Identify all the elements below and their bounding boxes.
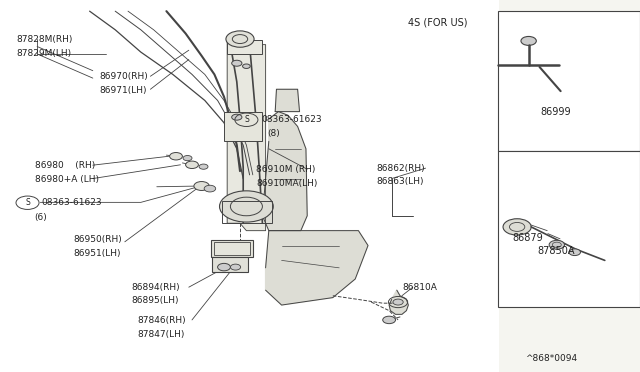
- Text: S: S: [244, 115, 249, 124]
- Circle shape: [220, 191, 273, 222]
- Text: 86894(RH): 86894(RH): [131, 283, 180, 292]
- Text: 86810A: 86810A: [402, 283, 436, 292]
- Circle shape: [170, 153, 182, 160]
- Text: 86895(LH): 86895(LH): [131, 296, 179, 305]
- Text: 87846(RH): 87846(RH): [138, 316, 186, 325]
- Text: 86980+A (LH): 86980+A (LH): [35, 175, 99, 184]
- Bar: [224, 112, 262, 141]
- Text: 87828M(RH): 87828M(RH): [16, 35, 72, 44]
- Bar: [222, 201, 272, 223]
- Text: 86999: 86999: [541, 107, 572, 116]
- Text: 87850A: 87850A: [538, 246, 575, 256]
- Text: 86910MA(LH): 86910MA(LH): [256, 179, 317, 187]
- Polygon shape: [275, 89, 300, 112]
- Circle shape: [549, 240, 564, 249]
- Text: ^868*0094: ^868*0094: [525, 355, 577, 363]
- Text: (8): (8): [268, 129, 280, 138]
- Circle shape: [503, 219, 531, 235]
- Circle shape: [183, 155, 192, 161]
- Bar: [227, 40, 262, 54]
- Circle shape: [194, 182, 209, 190]
- Circle shape: [218, 263, 230, 271]
- Text: 86970(RH): 86970(RH): [99, 72, 148, 81]
- Circle shape: [226, 31, 254, 47]
- Circle shape: [521, 36, 536, 45]
- Text: 86980    (RH): 86980 (RH): [35, 161, 95, 170]
- Text: 86971(LH): 86971(LH): [99, 86, 147, 94]
- Text: 08363-61623: 08363-61623: [261, 115, 322, 124]
- Text: 86910M (RH): 86910M (RH): [256, 165, 316, 174]
- Circle shape: [199, 164, 208, 169]
- Text: 87847(LH): 87847(LH): [138, 330, 185, 339]
- Circle shape: [569, 249, 580, 256]
- Text: (6): (6): [34, 213, 47, 222]
- Circle shape: [186, 161, 198, 169]
- Circle shape: [204, 185, 216, 192]
- Text: 4S (FOR US): 4S (FOR US): [408, 17, 468, 27]
- Text: 86862(RH): 86862(RH): [376, 164, 425, 173]
- Circle shape: [232, 114, 242, 120]
- Polygon shape: [227, 37, 266, 231]
- Text: 86863(LH): 86863(LH): [376, 177, 424, 186]
- Circle shape: [230, 264, 241, 270]
- Text: S: S: [25, 198, 30, 207]
- Bar: [211, 240, 253, 257]
- Text: 86879: 86879: [512, 233, 543, 243]
- Polygon shape: [389, 290, 408, 314]
- Text: 86950(RH): 86950(RH): [74, 235, 122, 244]
- Text: 87829M(LH): 87829M(LH): [16, 49, 71, 58]
- Bar: [0, 0, 499, 372]
- Circle shape: [383, 316, 396, 324]
- Text: 86951(LH): 86951(LH): [74, 249, 121, 258]
- Bar: [498, 11, 640, 151]
- Polygon shape: [266, 231, 368, 305]
- Polygon shape: [262, 112, 307, 231]
- Circle shape: [393, 299, 403, 305]
- Text: 08363-61623: 08363-61623: [42, 198, 102, 207]
- Circle shape: [243, 64, 250, 68]
- Circle shape: [232, 60, 242, 66]
- Bar: [212, 257, 248, 272]
- Bar: [214, 242, 250, 255]
- Bar: [498, 151, 640, 307]
